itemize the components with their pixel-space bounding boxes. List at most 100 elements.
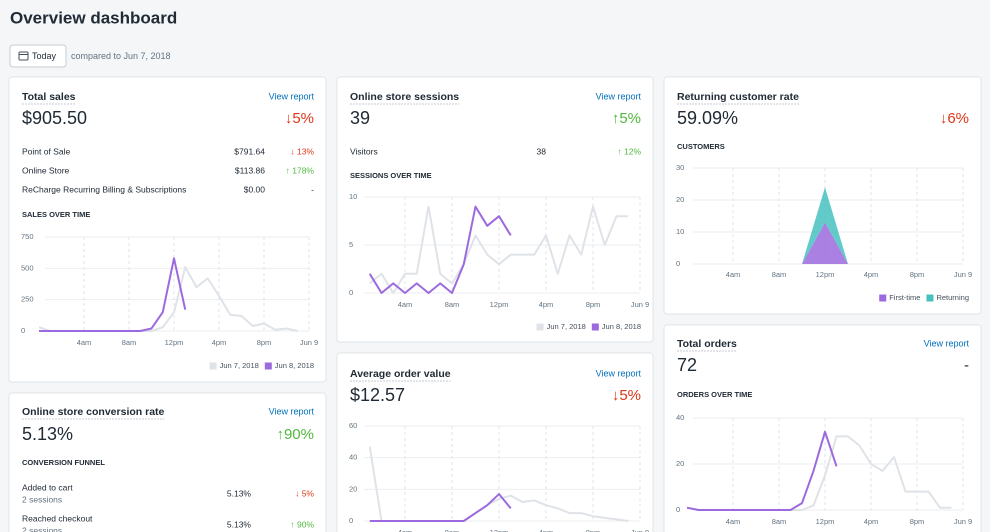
legend-label: Returning: [936, 293, 969, 302]
row-label: ReCharge Recurring Billing & Subscriptio…: [22, 184, 186, 194]
compare-label: compared to Jun 7, 2018: [71, 51, 171, 61]
y-tick-label: 0: [349, 288, 353, 297]
legend-swatch: [879, 294, 887, 302]
x-tick-label: 8pm: [910, 270, 925, 279]
date-button-label[interactable]: Today: [32, 51, 57, 61]
y-tick-label: 0: [349, 516, 353, 525]
x-tick-label: 4am: [726, 270, 741, 279]
y-tick-label: 30: [676, 163, 684, 172]
legend-label: First-time: [889, 293, 920, 302]
y-tick-label: 0: [676, 505, 680, 514]
card: [663, 324, 982, 532]
metric-value: 5.13%: [22, 424, 73, 444]
row-change: ↑ 12%: [617, 146, 641, 156]
x-tick-label: 12pm: [490, 528, 509, 532]
row-change: ↑ 178%: [286, 165, 315, 175]
line: [368, 205, 512, 294]
y-tick-label: 0: [21, 326, 25, 335]
row-label: Reached checkout: [22, 513, 93, 523]
x-tick-label: 4am: [77, 338, 92, 347]
y-tick-label: 0: [676, 259, 680, 268]
calendar-icon: [18, 51, 29, 61]
metric-value: $12.57: [350, 385, 405, 405]
legend-swatch: [536, 323, 544, 331]
x-tick-label: 4pm: [539, 300, 554, 309]
view-report-link[interactable]: View report: [596, 91, 642, 101]
legend-label: Jun 8, 2018: [275, 361, 314, 370]
x-tick-label: 12pm: [165, 338, 184, 347]
metric-change: -: [964, 357, 969, 374]
x-tick-label: 12pm: [816, 270, 835, 279]
y-tick-label: 60: [349, 421, 357, 430]
section-label: SALES OVER TIME: [22, 210, 90, 219]
row-change: ↓ 5%: [295, 488, 314, 498]
x-tick-label: 4am: [398, 300, 413, 309]
card: [8, 76, 327, 383]
metric-change: ↓5%: [612, 387, 641, 404]
metric-change: ↓5%: [285, 110, 314, 127]
metric-value: 72: [677, 355, 697, 375]
y-tick-label: 750: [21, 232, 34, 241]
row-change: -: [311, 184, 314, 194]
x-tick-label: Jun 9: [631, 300, 649, 309]
x-tick-label: 8pm: [910, 517, 925, 526]
y-tick-label: 20: [676, 195, 684, 204]
line: [39, 257, 187, 332]
y-tick-label: 10: [349, 192, 357, 201]
x-tick-label: Jun 9: [631, 528, 649, 532]
metric-change: ↓6%: [940, 110, 969, 127]
legend-swatch: [209, 362, 217, 370]
y-tick-label: 40: [676, 413, 684, 422]
view-report-link[interactable]: View report: [596, 368, 642, 378]
y-tick-label: 500: [21, 263, 34, 272]
x-tick-label: 8am: [445, 528, 460, 532]
row-value: $0.00: [244, 184, 266, 194]
legend-label: Jun 7, 2018: [547, 322, 586, 331]
y-tick-label: 20: [676, 459, 684, 468]
row-label: Online Store: [22, 165, 70, 175]
y-tick-label: 40: [349, 453, 357, 462]
x-tick-label: 8am: [772, 517, 787, 526]
section-label: SESSIONS OVER TIME: [350, 171, 432, 180]
view-report-link[interactable]: View report: [269, 406, 315, 416]
x-tick-label: 12pm: [816, 517, 835, 526]
metric-value: 39: [350, 108, 370, 128]
legend-swatch: [591, 323, 599, 331]
x-tick-label: 8pm: [257, 338, 272, 347]
row-value: 5.13%: [227, 488, 252, 498]
page-title: Overview dashboard: [10, 8, 177, 27]
y-tick-label: 250: [21, 295, 34, 304]
card-title: Online store sessions: [350, 91, 459, 103]
card: [336, 352, 654, 532]
x-tick-label: 8am: [122, 338, 137, 347]
section-label: CONVERSION FUNNEL: [22, 458, 105, 467]
legend-label: Jun 8, 2018: [602, 322, 641, 331]
row-change: ↑ 90%: [290, 519, 314, 529]
view-report-link[interactable]: View report: [269, 91, 315, 101]
view-report-link[interactable]: View report: [924, 338, 970, 348]
x-tick-label: Jun 9: [954, 270, 972, 279]
row-sub: 2 sessions: [22, 494, 62, 504]
area: [687, 187, 952, 264]
metric-value: 59.09%: [677, 108, 738, 128]
row-change: ↓ 13%: [290, 146, 314, 156]
row-value: 38: [537, 146, 547, 156]
x-tick-label: 12pm: [490, 300, 509, 309]
row-label: Added to cart: [22, 482, 73, 492]
card: [663, 76, 982, 315]
card-title: Average order value: [350, 368, 451, 380]
card: [8, 392, 327, 532]
row-value: $791.64: [234, 146, 265, 156]
x-tick-label: 4pm: [212, 338, 227, 347]
area: [687, 222, 952, 264]
date-button[interactable]: [9, 44, 67, 68]
x-tick-label: 4am: [398, 528, 413, 532]
legend-swatch: [264, 362, 272, 370]
row-sub: 2 sessions: [22, 525, 62, 532]
legend-label: Jun 7, 2018: [220, 361, 259, 370]
card-title: Total orders: [677, 338, 737, 350]
x-tick-label: Jun 9: [300, 338, 318, 347]
section-label: ORDERS OVER TIME: [677, 390, 752, 399]
y-tick-label: 5: [349, 240, 353, 249]
